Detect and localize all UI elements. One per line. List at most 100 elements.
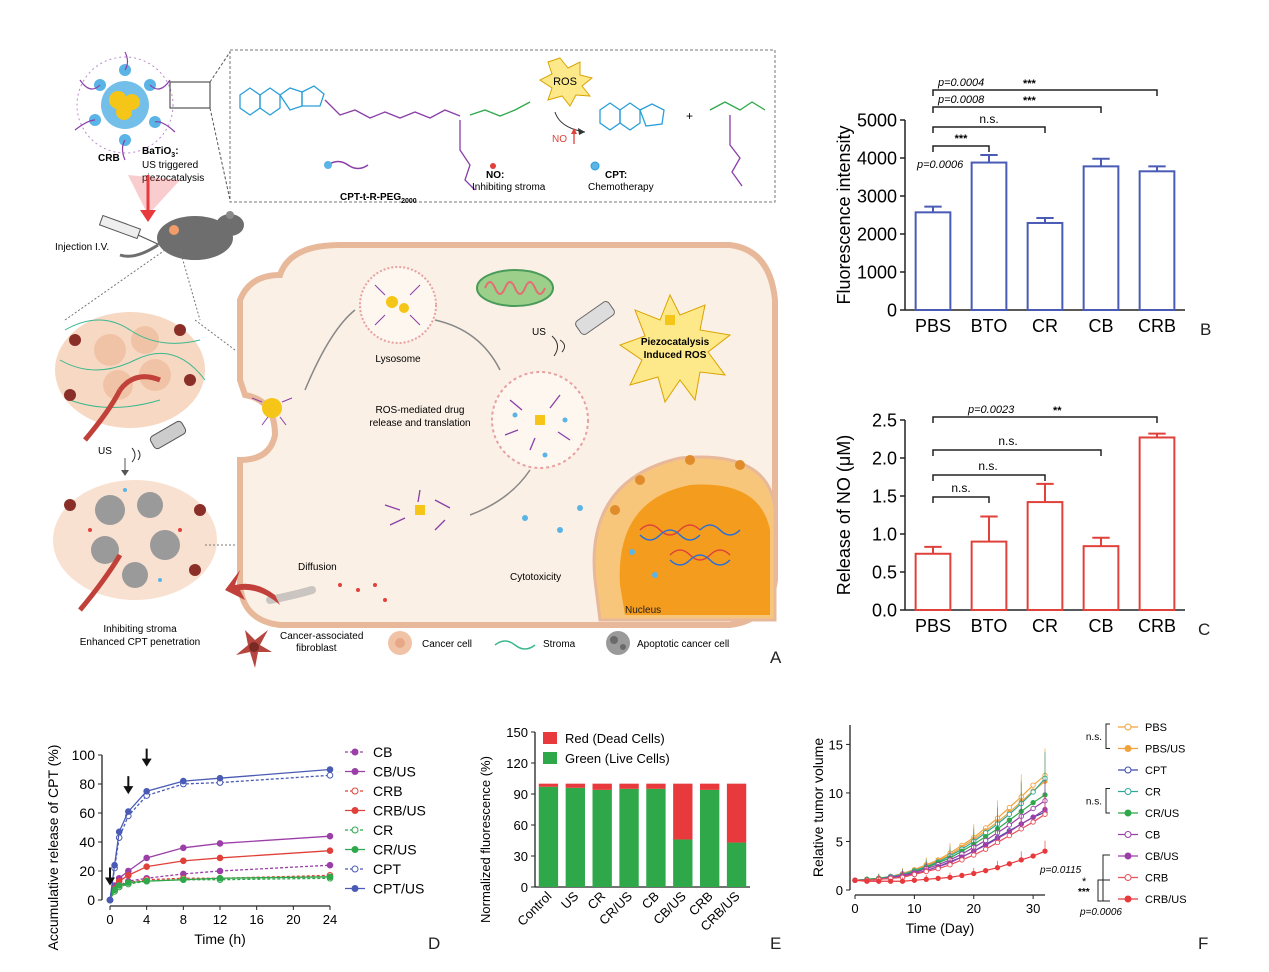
endocytosis-particle <box>251 397 293 426</box>
legend-marker <box>351 846 359 853</box>
sig-bracket <box>932 474 1046 481</box>
legend-marker <box>1124 831 1132 838</box>
panel-letter-a: A <box>770 648 782 667</box>
data-point <box>971 852 977 858</box>
open-vesicle <box>491 371 589 469</box>
y-axis-label: Release of NO (μM) <box>834 435 854 595</box>
sig-bracket <box>932 126 1046 133</box>
y-tick-label: 3000 <box>857 186 897 206</box>
sig-bracket <box>932 449 1102 456</box>
cpt-molecule <box>239 85 325 116</box>
data-point <box>947 862 953 868</box>
data-point <box>1042 811 1048 817</box>
legend-marker <box>1124 852 1132 860</box>
x-tick-label: 24 <box>323 912 337 927</box>
lysosome-label: Lysosome <box>375 354 421 365</box>
x-tick-label: 16 <box>249 912 263 927</box>
legend-swatch <box>543 752 557 764</box>
stacked-bar-segment <box>726 842 747 887</box>
chart-f-tumor-volume: 0 5 10 15 0 10 20 30 Time (Day) Relative tumor vo… <box>810 722 1187 936</box>
legend-bracket <box>1105 723 1110 749</box>
data-point <box>180 876 187 883</box>
panel-letter-f: F <box>1198 934 1209 953</box>
panel-letter-c: C <box>1198 620 1211 639</box>
legend-bracket <box>1105 788 1110 814</box>
dose-arrow-head <box>123 786 134 795</box>
cpt-legend-title: CPT: <box>605 170 627 181</box>
data-point <box>971 870 977 877</box>
data-point <box>1030 782 1036 788</box>
data-point <box>887 878 894 884</box>
schematic-figure: BaTiO3: US triggered piezocatalysis CRB … <box>53 49 778 668</box>
data-point <box>1030 799 1036 806</box>
y-tick-label: 2.0 <box>872 448 897 468</box>
y-tick-label: 60 <box>514 818 528 833</box>
data-point <box>994 839 1001 846</box>
tumor-stroma <box>55 312 206 442</box>
sig-pvalue: p=0.0023 <box>967 404 1015 416</box>
crb-nanoparticle <box>74 51 176 161</box>
legend-label: CB <box>373 744 392 760</box>
piezo-label-2: Induced ROS <box>644 350 707 361</box>
injection-label: Injection I.V. <box>55 242 109 253</box>
bar <box>970 161 1008 311</box>
data-point <box>180 844 187 852</box>
bar <box>1138 170 1176 311</box>
x-axis-label: Time (h) <box>194 931 246 947</box>
legend-label: CB <box>1145 830 1160 842</box>
legend-marker <box>351 826 359 834</box>
stat-bracket-outer <box>1102 854 1110 902</box>
data-point <box>326 766 334 773</box>
y-tick-label: 5000 <box>857 110 897 130</box>
released-cpt <box>599 102 665 131</box>
stacked-bar-segment <box>619 788 639 887</box>
ultrasound-probe-left-icon <box>131 420 187 463</box>
data-point <box>1006 817 1013 823</box>
y-axis-label: Fluorescence intensity <box>834 125 854 304</box>
tumor-treated <box>53 480 217 612</box>
bar <box>914 552 952 611</box>
data-point <box>125 872 132 879</box>
free-drug <box>384 489 451 531</box>
sig-label: ** <box>1053 405 1062 417</box>
y-tick-label: 30 <box>514 849 528 864</box>
stacked-bar-segment <box>538 783 559 787</box>
legend-swatch <box>543 732 557 744</box>
inhibit-line-1: Inhibiting stroma <box>103 624 177 635</box>
sig-label: n.s. <box>951 481 970 495</box>
y-tick-label: 60 <box>79 805 95 821</box>
legend-label: CPT <box>1145 765 1167 777</box>
zoom-box <box>169 81 211 109</box>
data-point <box>1018 826 1024 832</box>
x-tick-label: CB <box>1088 616 1113 636</box>
legend-label: CRB/US <box>1145 894 1187 906</box>
legend-label: PBS <box>1145 722 1167 734</box>
data-point <box>1030 805 1036 812</box>
sig-label: n.s. <box>978 459 997 473</box>
legend-bracket-label: n.s. <box>1086 732 1102 743</box>
data-point <box>1018 857 1024 863</box>
stacked-bar-segment <box>538 786 559 887</box>
data-point <box>852 877 858 883</box>
legend-stroma-icon <box>494 640 536 650</box>
data-point <box>125 808 132 815</box>
sig-label: n.s. <box>979 112 998 126</box>
y-axis-label: Normalized fluorescence (%) <box>478 756 493 923</box>
y-tick-label: 15 <box>829 737 843 752</box>
bar <box>1082 165 1120 311</box>
legend-label: Red (Dead Cells) <box>565 731 665 746</box>
data-point <box>111 886 118 894</box>
inhibit-line-2: Enhanced CPT penetration <box>80 637 200 648</box>
x-tick-label: 0 <box>106 912 113 927</box>
sig-label: n.s. <box>998 434 1017 448</box>
stacked-bar-segment <box>565 783 585 788</box>
legend-label: CR <box>1145 787 1161 799</box>
x-tick-label: 12 <box>213 912 227 927</box>
data-point <box>115 828 123 836</box>
ros-burst <box>539 57 594 107</box>
legend-label: PBS/US <box>1145 744 1185 756</box>
legend-marker <box>351 748 359 756</box>
cpt-legend-desc: Chemotherapy <box>588 182 654 193</box>
legend-marker <box>351 768 359 775</box>
panel-letter-b: B <box>1200 320 1212 339</box>
